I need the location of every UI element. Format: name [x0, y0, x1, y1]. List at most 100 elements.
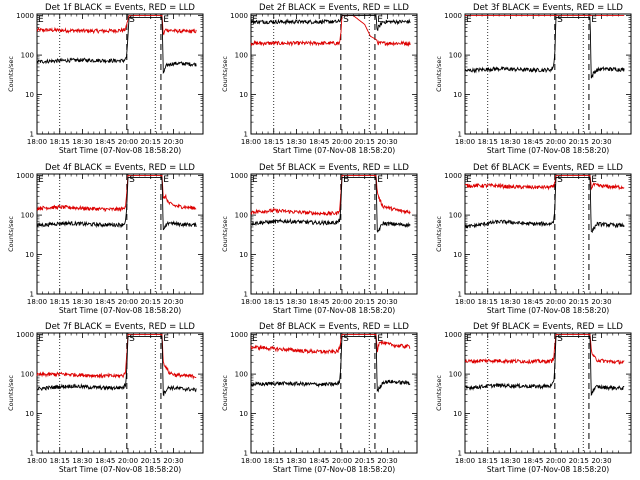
x-axis-label: Start Time (07-Nov-08 18:58:20): [273, 146, 395, 155]
x-axis-label: Start Time (07-Nov-08 18:58:20): [59, 146, 181, 155]
x-tick-label: 18:00: [27, 298, 47, 306]
x-tick-label: 20:15: [355, 298, 375, 306]
x-tick-label: 18:15: [478, 457, 498, 465]
x-tick-label: 20:30: [591, 457, 611, 465]
y-axis-label: Counts/sec: [435, 216, 443, 252]
lld-series-line: [36, 15, 197, 36]
x-tick-label: 20:30: [163, 138, 183, 146]
x-axis-label: Start Time (07-Nov-08 18:58:20): [487, 306, 609, 315]
plot-frame: [250, 13, 418, 135]
y-tick-label: 100: [449, 371, 462, 379]
y-tick-label: 10: [25, 251, 34, 259]
x-tick-label: 18:15: [264, 138, 284, 146]
x-tick-label: 20:00: [546, 298, 566, 306]
y-tick-label: 1: [458, 131, 462, 139]
event-marker-label: S: [129, 15, 135, 25]
start-marker-label: E: [252, 175, 258, 185]
panel-title: Det 8f BLACK = Events, RED = LLD: [259, 322, 409, 332]
panel-title: Det 7f BLACK = Events, RED = LLD: [45, 322, 195, 332]
y-axis-label: Counts/sec: [7, 216, 15, 252]
events-series-line: [36, 176, 197, 231]
x-tick-label: 18:45: [523, 457, 543, 465]
x-tick-label: 20:30: [591, 298, 611, 306]
plot-frame: [250, 332, 418, 454]
panel-title: Det 2f BLACK = Events, RED = LLD: [259, 3, 409, 13]
detector-panel-8: Det 8f BLACK = Events, RED = LLD 1 10 100 10…: [221, 322, 418, 474]
event-marker-label: S: [557, 334, 563, 344]
y-tick-label: 10: [453, 251, 462, 259]
x-tick-label: 20:15: [569, 298, 589, 306]
detector-panel-3: Det 3f BLACK = Events, RED = LLD 1 10 100 10…: [435, 3, 632, 155]
event-marker-label: S: [557, 175, 563, 185]
y-tick-label: 10: [239, 251, 248, 259]
event-marker-label: S: [557, 15, 563, 25]
event-marker-label: E: [163, 334, 169, 344]
x-tick-label: 18:30: [72, 457, 92, 465]
plot-frame: [464, 332, 632, 454]
y-tick-label: 100: [235, 52, 248, 60]
event-marker-label: E: [591, 175, 597, 185]
y-tick-label: 100: [449, 52, 462, 60]
x-tick-label: 18:00: [27, 457, 47, 465]
y-tick-label: 1000: [230, 12, 248, 20]
x-tick-label: 18:45: [523, 138, 543, 146]
y-tick-label: 1: [30, 131, 34, 139]
x-tick-label: 20:00: [118, 457, 138, 465]
y-tick-label: 1000: [230, 331, 248, 339]
event-marker-label: E: [377, 334, 383, 344]
x-axis-label: Start Time (07-Nov-08 18:58:20): [487, 146, 609, 155]
x-tick-label: 18:15: [50, 457, 70, 465]
y-tick-label: 10: [453, 91, 462, 99]
events-series-line: [36, 335, 197, 397]
y-tick-label: 1000: [16, 12, 34, 20]
y-tick-label: 1000: [16, 331, 34, 339]
event-marker-label: S: [129, 175, 135, 185]
x-tick-label: 18:30: [500, 138, 520, 146]
events-series-line: [464, 16, 625, 79]
x-tick-label: 18:45: [309, 457, 329, 465]
panel-title: Det 1f BLACK = Events, RED = LLD: [45, 3, 195, 13]
panel-title: Det 5f BLACK = Events, RED = LLD: [259, 163, 409, 173]
y-tick-label: 100: [235, 212, 248, 220]
y-axis-label: Counts/sec: [435, 56, 443, 92]
start-marker-label: E: [38, 15, 44, 25]
y-tick-label: 10: [453, 410, 462, 418]
x-tick-label: 20:30: [163, 457, 183, 465]
start-marker-label: E: [466, 334, 472, 344]
lld-series-line: [250, 15, 411, 47]
panel-title: Det 9f BLACK = Events, RED = LLD: [473, 322, 623, 332]
lld-series-line: [250, 334, 411, 355]
x-tick-label: 20:30: [163, 298, 183, 306]
y-tick-label: 1: [244, 450, 248, 458]
y-tick-label: 1000: [16, 172, 34, 180]
x-tick-label: 18:00: [455, 457, 475, 465]
x-tick-label: 18:15: [264, 298, 284, 306]
y-tick-label: 1: [30, 450, 34, 458]
plot-frame: [36, 173, 204, 295]
y-tick-label: 1: [244, 131, 248, 139]
detector-panel-5: Det 5f BLACK = Events, RED = LLD 1 10 100 10…: [221, 163, 418, 315]
x-tick-label: 18:15: [478, 298, 498, 306]
y-tick-label: 10: [25, 91, 34, 99]
y-axis-label: Counts/sec: [7, 56, 15, 92]
x-tick-label: 18:45: [95, 138, 115, 146]
x-tick-label: 20:30: [377, 298, 397, 306]
lld-series-line: [36, 175, 197, 213]
x-tick-label: 18:30: [286, 457, 306, 465]
plot-frame: [36, 332, 204, 454]
event-marker-label: E: [591, 15, 597, 25]
y-tick-label: 1000: [444, 331, 462, 339]
x-tick-label: 20:00: [546, 457, 566, 465]
start-marker-label: E: [252, 15, 258, 25]
lld-series-line: [250, 175, 411, 217]
x-tick-label: 20:00: [118, 138, 138, 146]
x-tick-label: 20:15: [141, 298, 161, 306]
events-series-line: [464, 335, 625, 397]
y-axis-label: Counts/sec: [221, 56, 229, 92]
y-tick-label: 10: [239, 410, 248, 418]
x-tick-label: 20:15: [355, 457, 375, 465]
x-tick-label: 18:30: [500, 457, 520, 465]
x-axis-label: Start Time (07-Nov-08 18:58:20): [487, 465, 609, 474]
events-series-line: [250, 176, 411, 233]
